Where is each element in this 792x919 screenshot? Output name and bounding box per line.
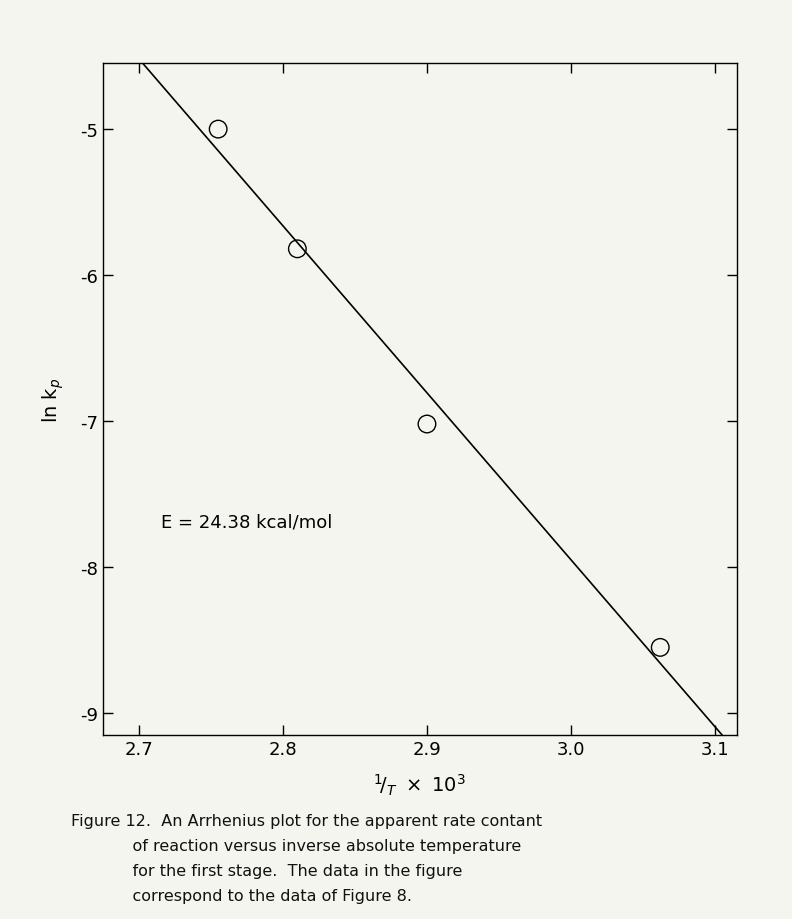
Text: Figure 12.  An Arrhenius plot for the apparent rate contant: Figure 12. An Arrhenius plot for the app…	[71, 813, 543, 828]
Text: E = 24.38 kcal/mol: E = 24.38 kcal/mol	[161, 513, 332, 530]
Point	[291, 243, 303, 257]
Text: of reaction versus inverse absolute temperature: of reaction versus inverse absolute temp…	[71, 838, 521, 853]
Text: correspond to the data of Figure 8.: correspond to the data of Figure 8.	[71, 888, 413, 902]
Y-axis label: ln k$_{p}$: ln k$_{p}$	[40, 377, 67, 423]
Text: for the first stage.  The data in the figure: for the first stage. The data in the fig…	[71, 863, 463, 878]
Point	[654, 641, 667, 655]
X-axis label: $^{1}\!/_{T}\ \times\ 10^{3}$: $^{1}\!/_{T}\ \times\ 10^{3}$	[373, 772, 466, 797]
Point	[421, 417, 433, 432]
Point	[211, 122, 224, 137]
